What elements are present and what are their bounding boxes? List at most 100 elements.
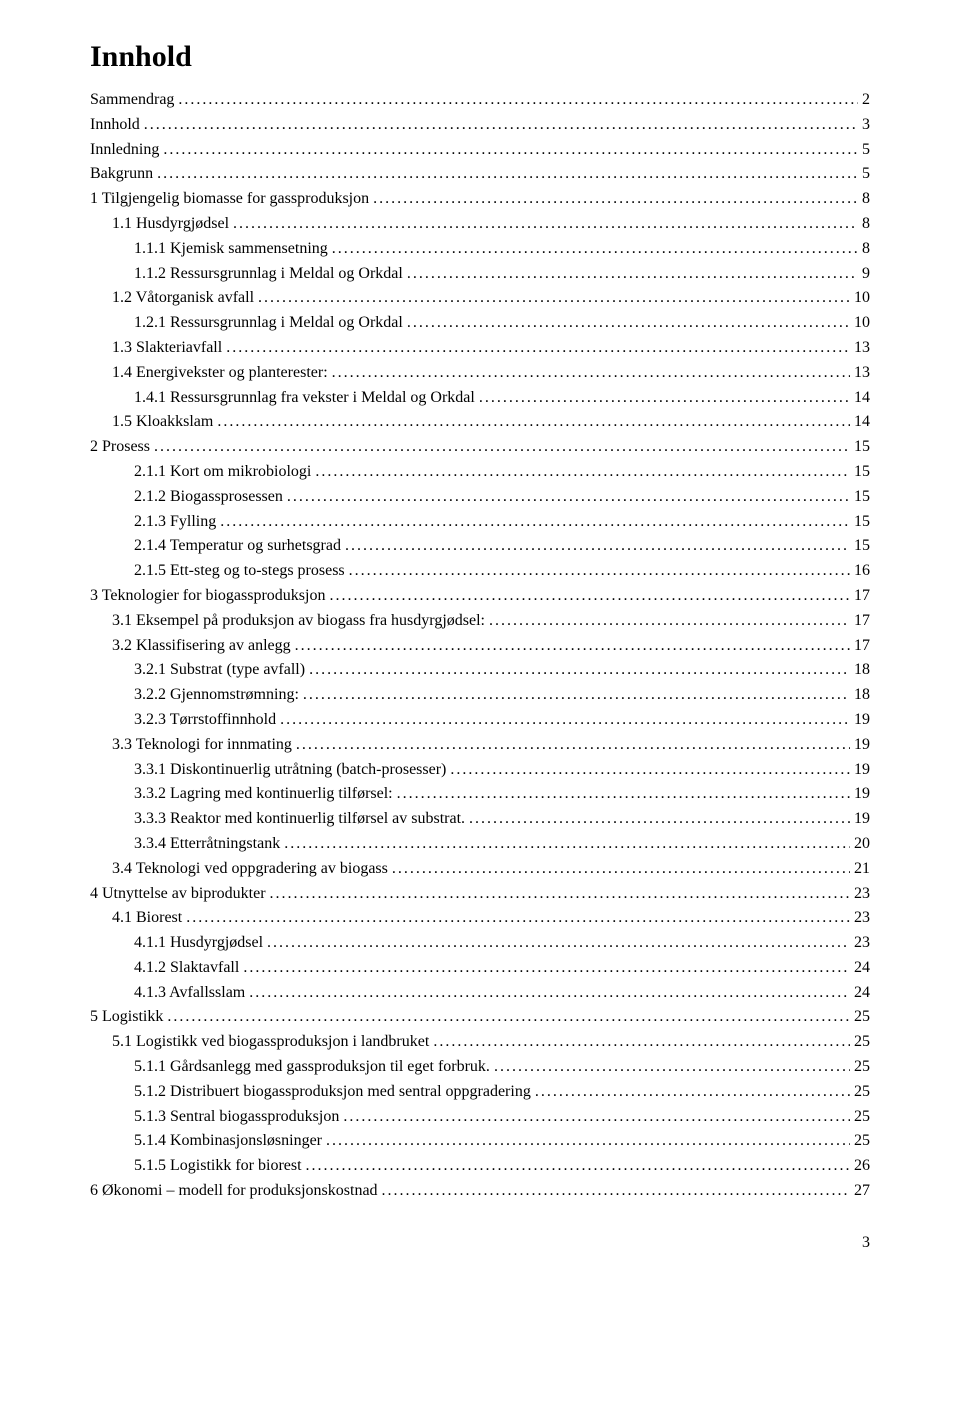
toc-row: 3.3.2 Lagring med kontinuerlig tilførsel… bbox=[90, 782, 870, 807]
toc-label: 1 Tilgjengelig biomasse for gassproduksj… bbox=[90, 187, 369, 212]
toc-page: 25 bbox=[850, 1005, 870, 1030]
toc-leader-dots bbox=[245, 981, 850, 1006]
toc-row: 3.3 Teknologi for innmating 19 bbox=[90, 733, 870, 758]
toc-leader-dots bbox=[299, 683, 850, 708]
toc-page: 14 bbox=[850, 386, 870, 411]
toc-page: 23 bbox=[850, 931, 870, 956]
toc-leader-dots bbox=[291, 634, 850, 659]
toc-label: 3.3.4 Etterråtningstank bbox=[134, 832, 280, 857]
toc-label: 1.1.2 Ressursgrunnlag i Meldal og Orkdal bbox=[134, 262, 403, 287]
toc-page: 19 bbox=[850, 758, 870, 783]
toc-leader-dots bbox=[403, 262, 858, 287]
toc-label: 1.4.1 Ressursgrunnlag fra vekster i Meld… bbox=[134, 386, 475, 411]
toc-row: 1.2.1 Ressursgrunnlag i Meldal og Orkdal… bbox=[90, 311, 870, 336]
toc-page: 3 bbox=[858, 113, 870, 138]
toc-row: Innhold 3 bbox=[90, 113, 870, 138]
toc-page: 15 bbox=[850, 510, 870, 535]
toc-label: 1.1.1 Kjemisk sammensetning bbox=[134, 237, 328, 262]
toc-row: 3.2.3 Tørrstoffinnhold19 bbox=[90, 708, 870, 733]
toc-row: 3.3.1 Diskontinuerlig utråtning (batch-p… bbox=[90, 758, 870, 783]
toc-page: 17 bbox=[850, 634, 870, 659]
toc-row: 1.1 Husdyrgjødsel8 bbox=[90, 212, 870, 237]
toc-leader-dots bbox=[328, 361, 850, 386]
toc-page: 8 bbox=[858, 212, 870, 237]
toc-label: 5.1.2 Distribuert biogassproduksjon med … bbox=[134, 1080, 531, 1105]
toc-page: 25 bbox=[850, 1105, 870, 1130]
toc-label: 3 Teknologier for biogassproduksjon bbox=[90, 584, 325, 609]
toc-row: 6 Økonomi – modell for produksjonskostna… bbox=[90, 1179, 870, 1204]
toc-label: 3.1 Eksempel på produksjon av biogass fr… bbox=[112, 609, 485, 634]
toc-leader-dots bbox=[216, 510, 850, 535]
toc-page: 27 bbox=[850, 1179, 870, 1204]
toc-leader-dots bbox=[280, 832, 850, 857]
toc-label: Innhold bbox=[90, 113, 140, 138]
toc-leader-dots bbox=[429, 1030, 850, 1055]
toc-label: 1.2 Våtorganisk avfall bbox=[112, 286, 254, 311]
toc-leader-dots bbox=[490, 1055, 850, 1080]
toc-label: 4.1.1 Husdyrgjødsel bbox=[134, 931, 263, 956]
toc-row: 5.1.3 Sentral biogassproduksjon25 bbox=[90, 1105, 870, 1130]
toc-page: 15 bbox=[850, 485, 870, 510]
toc-row: 5.1.1 Gårdsanlegg med gassproduksjon til… bbox=[90, 1055, 870, 1080]
toc-leader-dots bbox=[153, 162, 858, 187]
toc-leader-dots bbox=[283, 485, 850, 510]
toc-page: 10 bbox=[850, 311, 870, 336]
toc-row: 3.2.1 Substrat (type avfall)18 bbox=[90, 658, 870, 683]
toc-leader-dots bbox=[305, 658, 850, 683]
toc-row: 2.1.1 Kort om mikrobiologi15 bbox=[90, 460, 870, 485]
toc-leader-dots bbox=[339, 1105, 850, 1130]
toc-page: 8 bbox=[858, 237, 870, 262]
toc-row: 2 Prosess15 bbox=[90, 435, 870, 460]
toc-label: 2 Prosess bbox=[90, 435, 150, 460]
toc-page: 19 bbox=[850, 708, 870, 733]
toc-page: 10 bbox=[850, 286, 870, 311]
toc-row: 2.1.3 Fylling15 bbox=[90, 510, 870, 535]
toc-label: 4 Utnyttelse av biprodukter bbox=[90, 882, 266, 907]
toc-leader-dots bbox=[159, 138, 858, 163]
toc-page: 24 bbox=[850, 981, 870, 1006]
toc-label: 5.1.1 Gårdsanlegg med gassproduksjon til… bbox=[134, 1055, 490, 1080]
toc-leader-dots bbox=[174, 88, 858, 113]
toc-row: 4 Utnyttelse av biprodukter23 bbox=[90, 882, 870, 907]
toc-label: 3.3 Teknologi for innmating bbox=[112, 733, 292, 758]
toc-leader-dots bbox=[266, 882, 850, 907]
toc-leader-dots bbox=[182, 906, 850, 931]
toc-row: 3.3.4 Etterråtningstank 20 bbox=[90, 832, 870, 857]
toc-label: 3.3.3 Reaktor med kontinuerlig tilførsel… bbox=[134, 807, 465, 832]
toc-label: 3.4 Teknologi ved oppgradering av biogas… bbox=[112, 857, 388, 882]
toc-row: 1 Tilgjengelig biomasse for gassproduksj… bbox=[90, 187, 870, 212]
toc-row: 5 Logistikk25 bbox=[90, 1005, 870, 1030]
toc-label: 2.1.1 Kort om mikrobiologi bbox=[134, 460, 311, 485]
toc-page: 16 bbox=[850, 559, 870, 584]
toc-page: 20 bbox=[850, 832, 870, 857]
toc-page: 9 bbox=[858, 262, 870, 287]
toc-page: 8 bbox=[858, 187, 870, 212]
toc-row: 1.2 Våtorganisk avfall 10 bbox=[90, 286, 870, 311]
toc-leader-dots bbox=[254, 286, 850, 311]
toc-page: 21 bbox=[850, 857, 870, 882]
toc-leader-dots bbox=[239, 956, 850, 981]
page-number: 3 bbox=[90, 1234, 870, 1252]
toc-row: Sammendrag2 bbox=[90, 88, 870, 113]
toc-row: 3.4 Teknologi ved oppgradering av biogas… bbox=[90, 857, 870, 882]
toc-leader-dots bbox=[292, 733, 850, 758]
toc-page: 19 bbox=[850, 782, 870, 807]
toc-row: 2.1.2 Biogassprosessen15 bbox=[90, 485, 870, 510]
toc-page: 19 bbox=[850, 733, 870, 758]
toc-row: 2.1.5 Ett-steg og to-stegs prosess16 bbox=[90, 559, 870, 584]
toc-row: 4.1.2 Slaktavfall24 bbox=[90, 956, 870, 981]
toc-row: 5.1.2 Distribuert biogassproduksjon med … bbox=[90, 1080, 870, 1105]
toc-leader-dots bbox=[465, 807, 850, 832]
toc-leader-dots bbox=[325, 584, 850, 609]
toc-leader-dots bbox=[446, 758, 850, 783]
toc-page: 14 bbox=[850, 410, 870, 435]
toc-leader-dots bbox=[229, 212, 858, 237]
toc-row: 1.1.1 Kjemisk sammensetning 8 bbox=[90, 237, 870, 262]
toc-row: 2.1.4 Temperatur og surhetsgrad15 bbox=[90, 534, 870, 559]
toc-page: 19 bbox=[850, 807, 870, 832]
toc-page: 18 bbox=[850, 658, 870, 683]
toc-row: 1.3 Slakteriavfall13 bbox=[90, 336, 870, 361]
toc-row: 5.1.5 Logistikk for biorest26 bbox=[90, 1154, 870, 1179]
toc-row: 3.2 Klassifisering av anlegg17 bbox=[90, 634, 870, 659]
toc-leader-dots bbox=[322, 1129, 850, 1154]
